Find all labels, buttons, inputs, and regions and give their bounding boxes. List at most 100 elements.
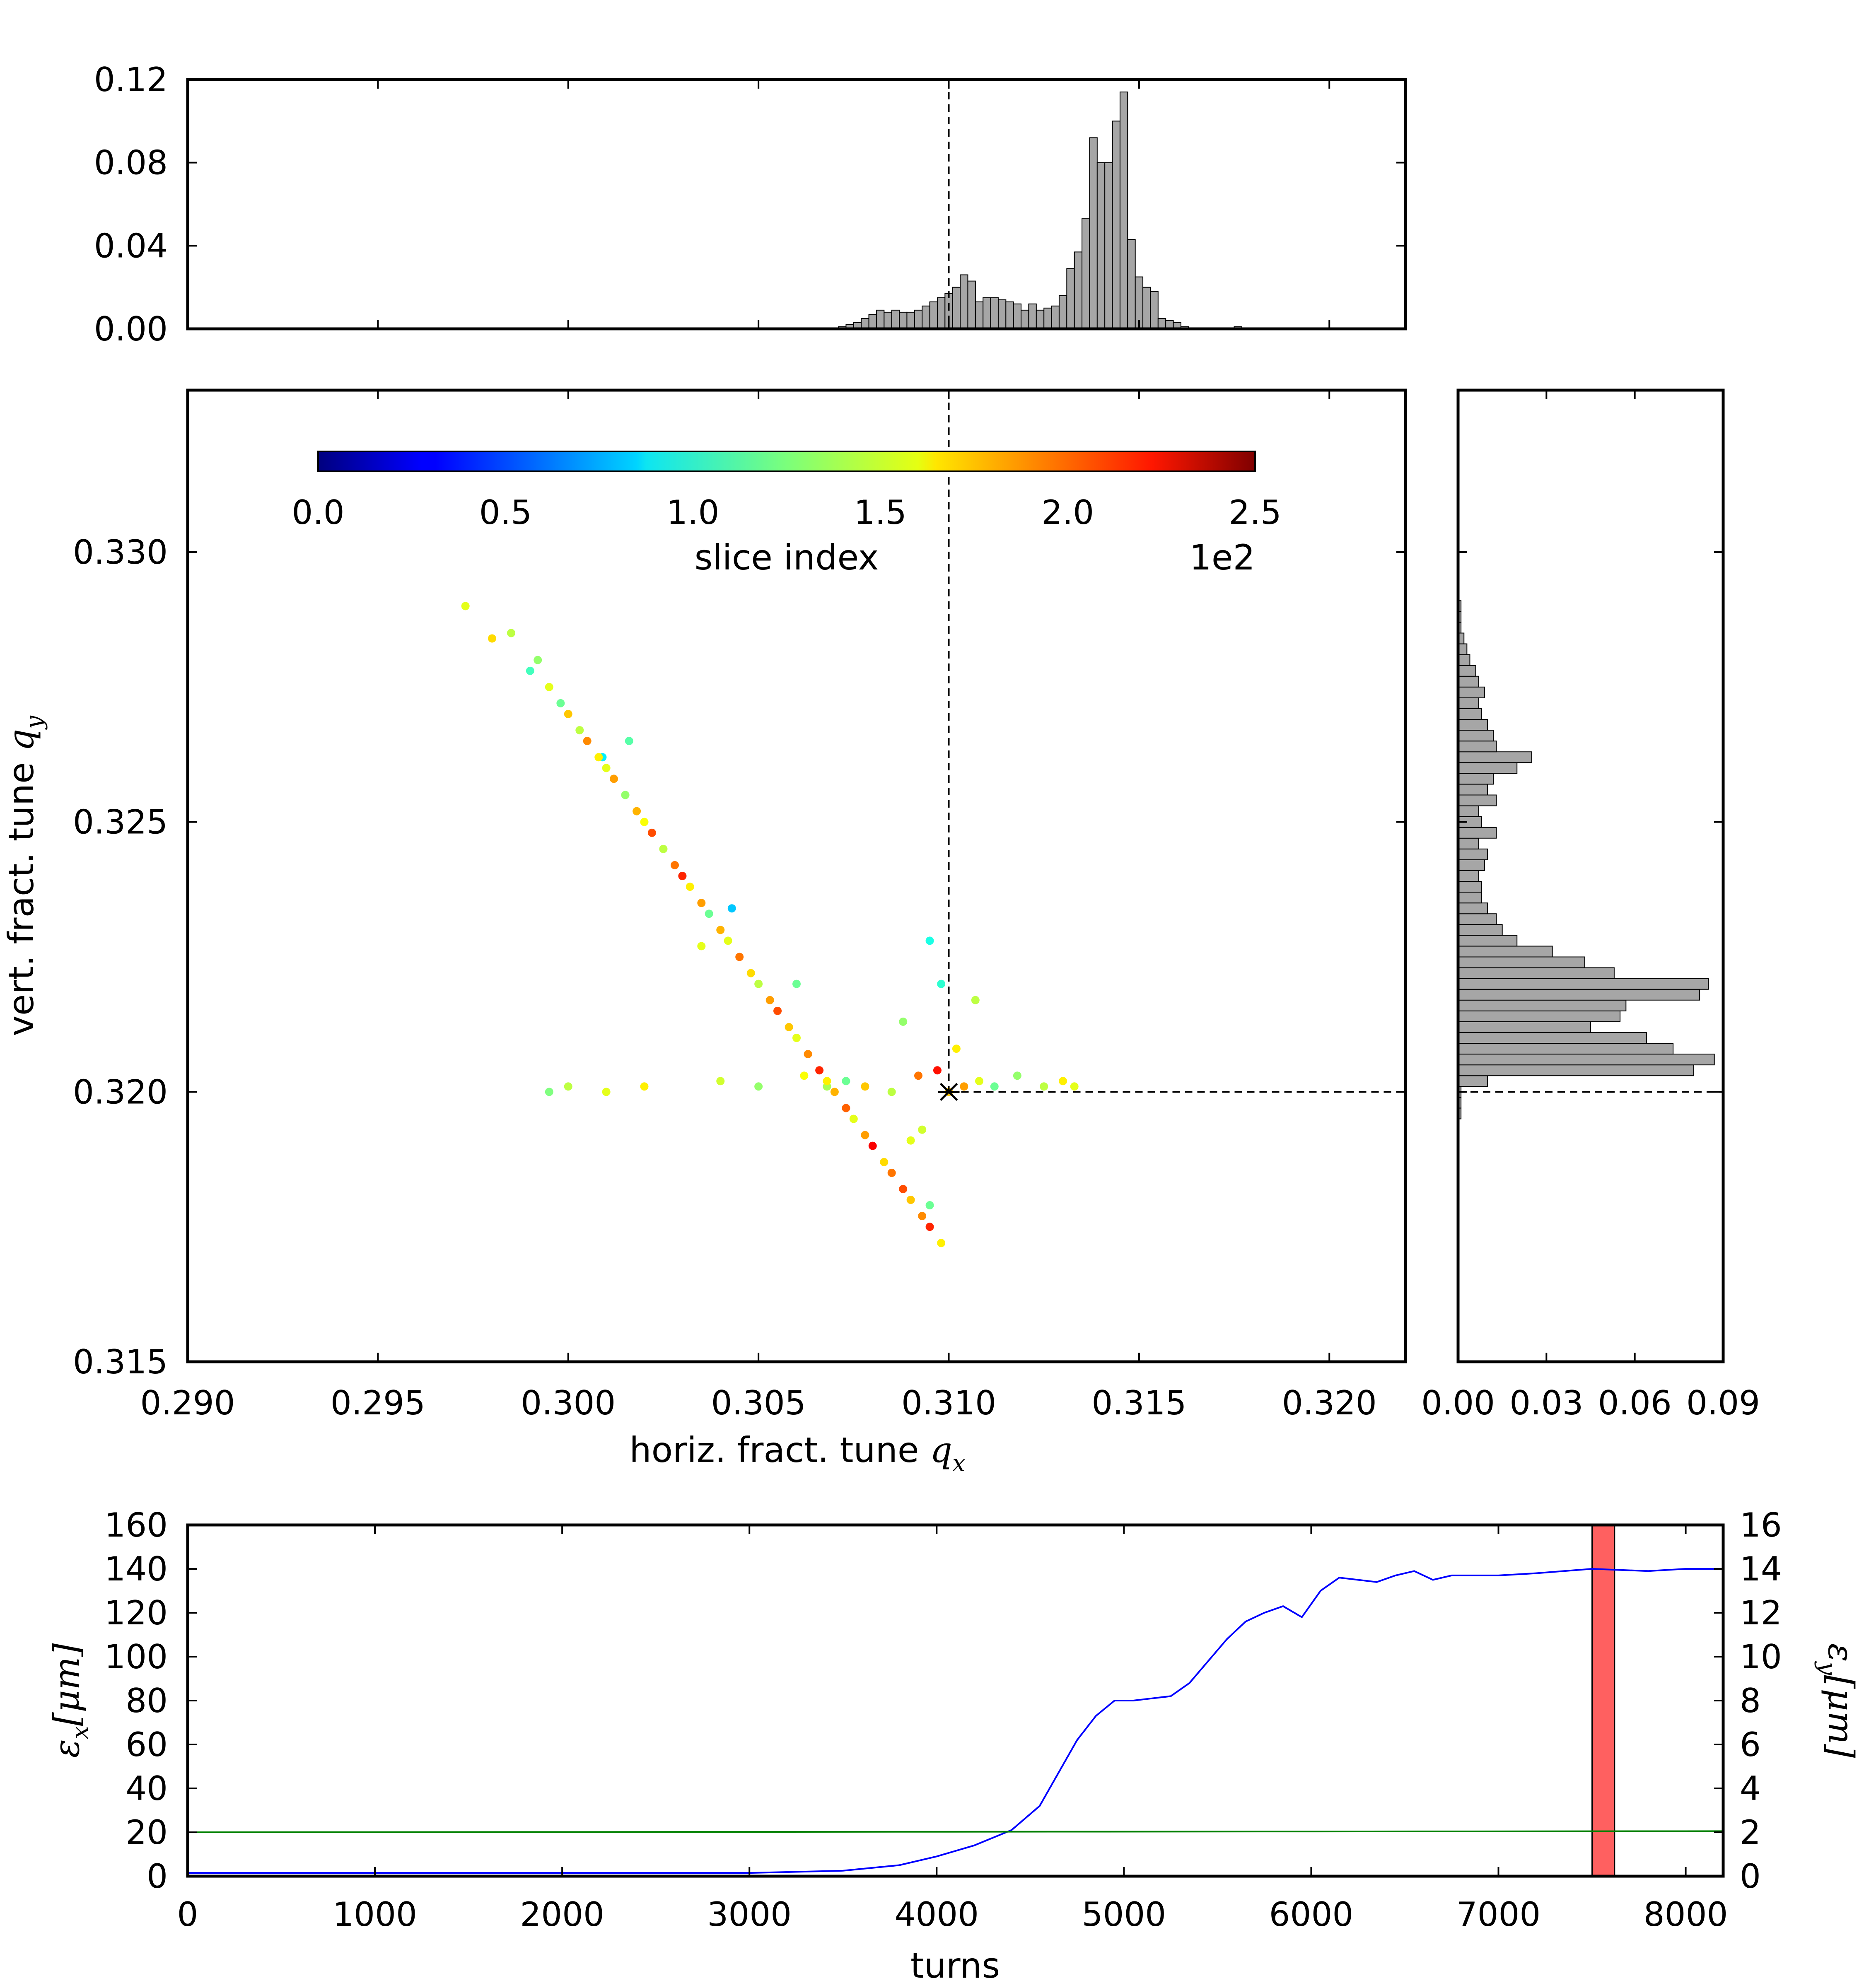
histogram-bar (1104, 162, 1113, 329)
emittance-y-line (187, 1830, 1724, 1833)
scatter-point (602, 1088, 611, 1096)
colorbar-tick-label: 0.0 (292, 493, 344, 532)
scatter-point (823, 1077, 831, 1086)
histogram-bar (1096, 162, 1106, 329)
scatter-point (575, 726, 584, 735)
scatter-point (906, 1136, 915, 1145)
histogram-bar (1043, 307, 1052, 329)
colorbar-tick-label: 2.5 (1229, 493, 1281, 532)
histogram-bar (1142, 287, 1151, 330)
scatter-point (899, 1017, 908, 1026)
scatter-point (671, 861, 679, 869)
histogram-bar (1458, 816, 1482, 828)
histogram-bar (983, 297, 991, 329)
y-tick-label: 16 (1740, 1506, 1782, 1544)
main-x-ticks: 0.290 0.295 0.300 0.305 0.310 0.315 0.320 (140, 390, 1377, 1422)
histogram-bar (997, 299, 1007, 329)
histogram-bar (1458, 762, 1518, 774)
top-histogram-panel: 0.00 0.04 0.08 0.12 (94, 60, 1407, 348)
scatter-point (564, 710, 572, 718)
histogram-bar (868, 314, 877, 330)
scatter-point (868, 1141, 877, 1150)
histogram-bar (1005, 301, 1014, 329)
histogram-bar (1458, 1021, 1591, 1033)
histogram-bar (1458, 881, 1482, 893)
x-tick-label: 6000 (1269, 1895, 1354, 1934)
y-tick-label: 40 (126, 1769, 168, 1808)
right-histogram-bars (1458, 600, 1715, 1119)
scatter-point (792, 980, 801, 988)
x-tick-label: 0.320 (1282, 1384, 1377, 1422)
histogram-bar (884, 311, 892, 329)
histogram-bar (1458, 956, 1585, 968)
y-tick-label: 0.00 (94, 310, 168, 348)
y-tick-label: 20 (126, 1813, 168, 1852)
emittance-right-y-label: εy[μm] (1814, 1643, 1861, 1758)
histogram-bar (1051, 305, 1060, 329)
scatter-point (804, 1050, 812, 1059)
histogram-bar (1458, 913, 1497, 925)
scatter-point (686, 883, 694, 891)
y-tick-label: 4 (1740, 1769, 1761, 1808)
scatter-point (918, 1212, 927, 1221)
histogram-bar (1458, 902, 1488, 914)
scatter-point (925, 1223, 934, 1231)
x-tick-label: 0.09 (1686, 1384, 1760, 1422)
x-tick-label: 0.06 (1598, 1384, 1672, 1422)
scatter-point (842, 1077, 850, 1086)
histogram-bar (1021, 309, 1029, 329)
scatter-point (861, 1082, 869, 1091)
histogram-bar (891, 309, 900, 329)
y-tick-label: 14 (1740, 1550, 1782, 1588)
scatter-point (647, 828, 656, 837)
histogram-bar (1458, 848, 1488, 860)
histogram-bar (1150, 291, 1159, 330)
scatter-point (899, 1185, 908, 1193)
histogram-bar (1082, 218, 1090, 329)
x-tick-label: 0.00 (1421, 1384, 1495, 1422)
histogram-bar (952, 287, 961, 330)
histogram-bar (1458, 978, 1709, 990)
histogram-bar (1058, 295, 1067, 330)
emittance-x-line (188, 1568, 1723, 1874)
histogram-bar (1112, 121, 1120, 329)
histogram-bar (929, 301, 938, 329)
colorbar-tick-label: 1.5 (854, 493, 907, 532)
emittance-left-y-label: εx[μm] (46, 1643, 94, 1758)
x-tick-label: 0.300 (521, 1384, 616, 1422)
histogram-bar (1458, 773, 1494, 785)
histogram-bar (922, 305, 930, 329)
scatter-point (697, 899, 706, 907)
histogram-bar (960, 274, 968, 329)
histogram-bar (906, 311, 915, 329)
histogram-bar (1066, 268, 1075, 329)
y-axis-label: vert. fract. tune qy (1, 715, 48, 1036)
histogram-bar (1458, 1064, 1694, 1076)
histogram-bar (1458, 892, 1482, 904)
scatter-point (849, 1115, 858, 1123)
histogram-bar (1458, 1010, 1621, 1022)
colorbar-gradient (317, 451, 1256, 472)
scatter-point (1070, 1082, 1079, 1091)
x-tick-label: 0.295 (331, 1384, 425, 1422)
histogram-bar (1458, 1054, 1715, 1066)
y-tick-label: 120 (104, 1594, 168, 1632)
scatter-point (727, 904, 736, 913)
scatter-point (914, 1071, 922, 1080)
histogram-bar (1458, 935, 1518, 947)
scatter-point (918, 1125, 927, 1134)
scatter-point (526, 666, 534, 675)
x-tick-label: 4000 (894, 1895, 979, 1934)
emittance-panel: 0 1000 2000 3000 4000 5000 6000 7000 8000 020406… (46, 1506, 1861, 1986)
histogram-bar (1458, 665, 1476, 677)
scatter-point (933, 1066, 942, 1075)
histogram-bar (937, 297, 946, 329)
histogram-bar (1458, 1075, 1488, 1087)
highlight-span (1591, 1524, 1615, 1877)
scatter-point (1040, 1082, 1048, 1091)
x-tick-label: 0.03 (1509, 1384, 1583, 1422)
y-tick-label: 0 (1740, 1857, 1761, 1896)
histogram-bar (967, 280, 976, 329)
scatter-point (842, 1104, 850, 1112)
scatter-point (800, 1071, 809, 1080)
